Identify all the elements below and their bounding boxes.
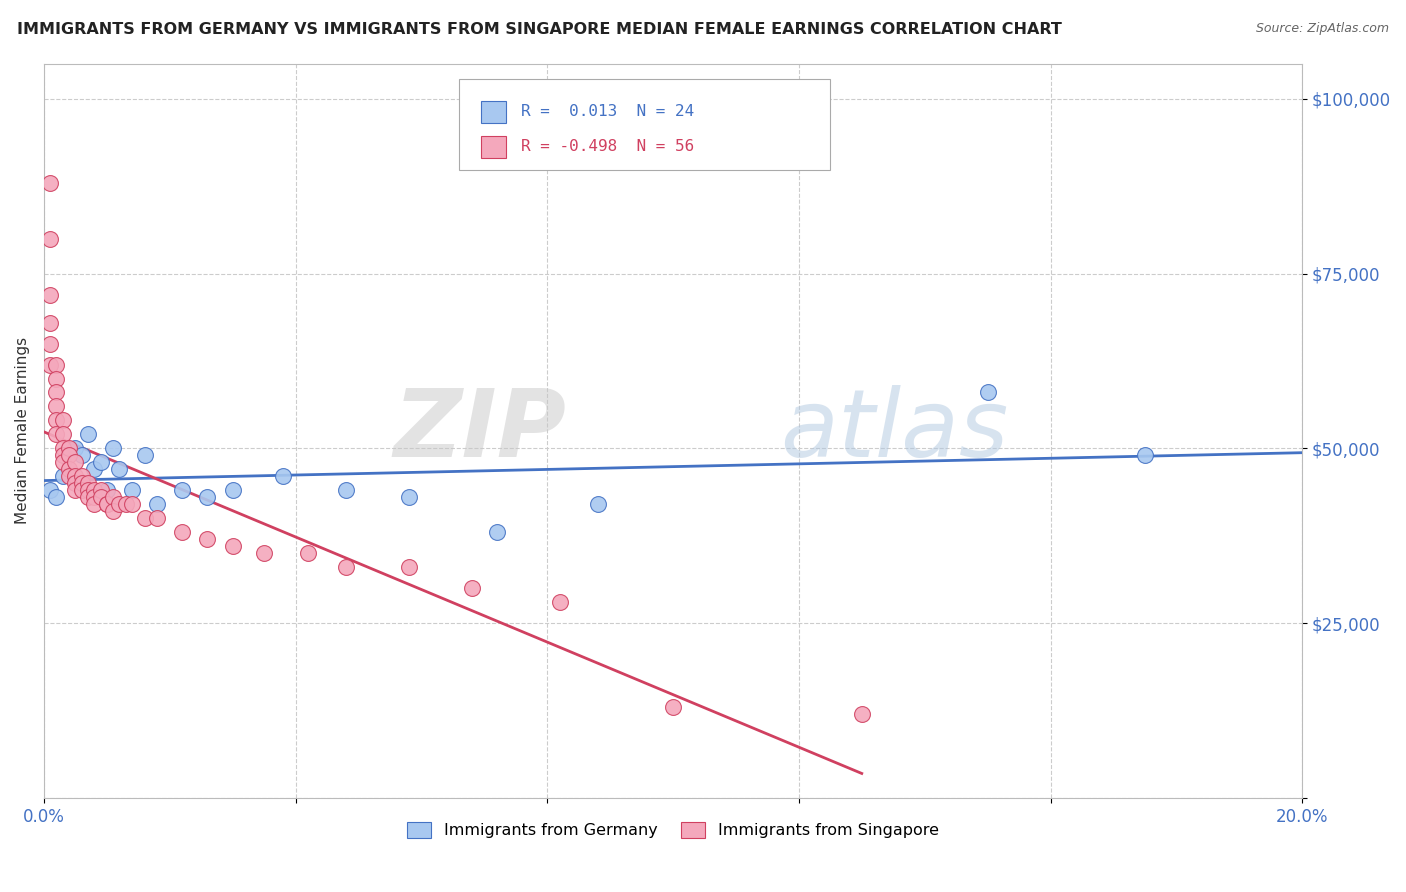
Point bbox=[77, 476, 100, 491]
Point bbox=[58, 442, 80, 456]
Point bbox=[335, 483, 357, 498]
Point bbox=[45, 491, 67, 505]
Point bbox=[101, 491, 124, 505]
Point bbox=[146, 497, 169, 511]
Point bbox=[114, 497, 136, 511]
Point bbox=[45, 400, 67, 414]
Point bbox=[58, 469, 80, 483]
Point bbox=[39, 176, 62, 190]
Point bbox=[83, 462, 105, 476]
Point bbox=[101, 504, 124, 518]
Point bbox=[134, 449, 156, 463]
Point bbox=[52, 442, 75, 456]
Point bbox=[976, 385, 998, 400]
Point bbox=[586, 497, 609, 511]
Text: R =  0.013  N = 24: R = 0.013 N = 24 bbox=[520, 104, 695, 120]
Text: atlas: atlas bbox=[780, 385, 1008, 476]
Point bbox=[548, 595, 571, 609]
Point bbox=[172, 525, 194, 540]
Point bbox=[460, 581, 482, 595]
Point bbox=[851, 706, 873, 721]
Point bbox=[77, 491, 100, 505]
Y-axis label: Median Female Earnings: Median Female Earnings bbox=[15, 337, 30, 524]
Point bbox=[89, 483, 111, 498]
Point bbox=[45, 385, 67, 400]
Point bbox=[108, 462, 131, 476]
Point bbox=[52, 427, 75, 442]
Point bbox=[52, 469, 75, 483]
Point bbox=[221, 483, 243, 498]
Point bbox=[45, 358, 67, 372]
Point bbox=[398, 560, 420, 574]
Point bbox=[83, 483, 105, 498]
Point bbox=[52, 413, 75, 427]
Text: ZIP: ZIP bbox=[394, 385, 567, 477]
Point bbox=[39, 232, 62, 246]
Point bbox=[52, 455, 75, 469]
Point bbox=[197, 491, 219, 505]
Point bbox=[662, 700, 685, 714]
FancyBboxPatch shape bbox=[460, 78, 831, 170]
Point bbox=[335, 560, 357, 574]
Point bbox=[485, 525, 508, 540]
Point bbox=[65, 455, 87, 469]
Point bbox=[172, 483, 194, 498]
Point bbox=[70, 483, 93, 498]
Point bbox=[45, 427, 67, 442]
Point bbox=[121, 483, 143, 498]
Point bbox=[197, 533, 219, 547]
Point bbox=[253, 546, 276, 560]
Point bbox=[39, 336, 62, 351]
Point bbox=[65, 442, 87, 456]
Point bbox=[39, 483, 62, 498]
Legend: Immigrants from Germany, Immigrants from Singapore: Immigrants from Germany, Immigrants from… bbox=[401, 815, 945, 845]
Text: R = -0.498  N = 56: R = -0.498 N = 56 bbox=[520, 139, 695, 154]
Point bbox=[45, 371, 67, 385]
Point bbox=[65, 476, 87, 491]
Point bbox=[398, 491, 420, 505]
Point bbox=[58, 449, 80, 463]
Point bbox=[39, 316, 62, 330]
Point bbox=[65, 469, 87, 483]
Point bbox=[146, 511, 169, 525]
Point bbox=[39, 287, 62, 301]
Point bbox=[121, 497, 143, 511]
Point bbox=[58, 462, 80, 476]
Point bbox=[65, 483, 87, 498]
Point bbox=[271, 469, 294, 483]
FancyBboxPatch shape bbox=[481, 101, 506, 123]
Point bbox=[45, 413, 67, 427]
Point bbox=[52, 449, 75, 463]
Point bbox=[70, 476, 93, 491]
Point bbox=[89, 491, 111, 505]
Point bbox=[96, 497, 118, 511]
Point bbox=[77, 483, 100, 498]
Point bbox=[1133, 449, 1156, 463]
Point bbox=[96, 483, 118, 498]
Point bbox=[77, 427, 100, 442]
FancyBboxPatch shape bbox=[481, 136, 506, 158]
Point bbox=[39, 358, 62, 372]
Point bbox=[297, 546, 319, 560]
Point bbox=[70, 469, 93, 483]
Point bbox=[96, 497, 118, 511]
Point bbox=[83, 491, 105, 505]
Point bbox=[134, 511, 156, 525]
Point bbox=[89, 455, 111, 469]
Point bbox=[70, 449, 93, 463]
Point bbox=[101, 442, 124, 456]
Text: Source: ZipAtlas.com: Source: ZipAtlas.com bbox=[1256, 22, 1389, 36]
Text: IMMIGRANTS FROM GERMANY VS IMMIGRANTS FROM SINGAPORE MEDIAN FEMALE EARNINGS CORR: IMMIGRANTS FROM GERMANY VS IMMIGRANTS FR… bbox=[17, 22, 1062, 37]
Point bbox=[221, 539, 243, 553]
Point bbox=[108, 497, 131, 511]
Point bbox=[83, 497, 105, 511]
